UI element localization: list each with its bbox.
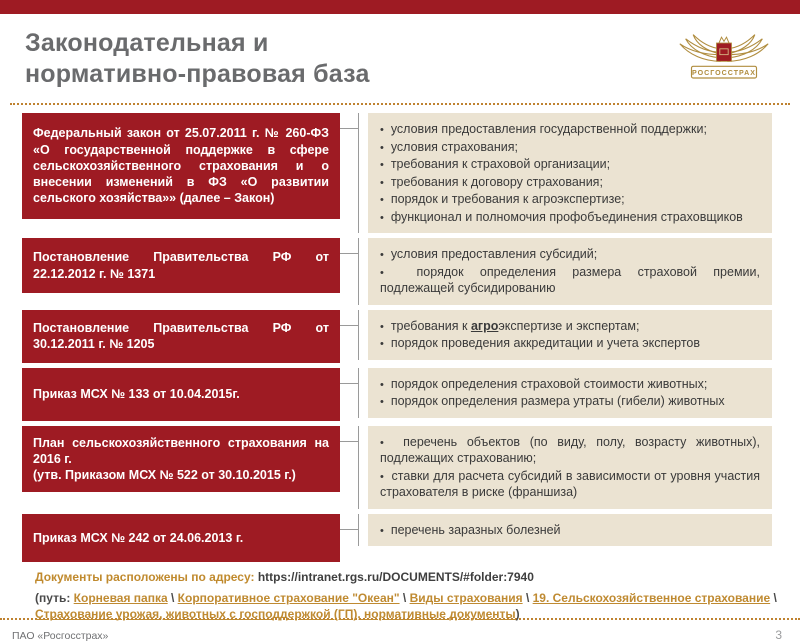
logo-wordmark: РОСГОССТРАХ [692,69,756,77]
slide-header: Законодательная и нормативно-правовая ба… [0,14,800,93]
rosgosstrakh-logo: РОСГОССТРАХ [674,28,774,93]
path-link[interactable]: Страхование урожая, животных с господдер… [35,606,516,621]
law-details-box: • условия предоставления субсидий; • поря… [358,238,772,305]
law-details-box: • перечень объектов (по виду, полу, возр… [358,425,772,509]
law-title-box: Федеральный закон от 25.07.2011 г. № 260… [22,113,340,219]
law-title-text: Приказ МСХ № 242 от 24.06.2013 г. [33,530,244,545]
bullet-item: • требования к договору страхования; [380,174,603,189]
law-title-box: Приказ МСХ № 133 от 10.04.2015г. [22,367,340,421]
slide-footer: ПАО «Росгосстрах» 3 [0,620,800,642]
bullet-item: • порядок определения размера страховой … [380,264,760,296]
bullet-item: • условия предоставления субсидий; [380,247,598,262]
connector-line [340,368,368,421]
path-link[interactable]: 19. Сельскохозяйственное страхование [532,590,771,605]
law-title-box: Постановление Правительства РФ от 30.12.… [22,309,340,363]
path-link[interactable]: Корневая папка [73,590,168,605]
documents-url-link[interactable]: https://intranet.rgs.ru/DOCUMENTS/#folde… [257,569,534,584]
law-row: Постановление Правительства РФ от 30.12.… [22,309,772,363]
connector-line [340,113,368,233]
connector-line [340,426,368,509]
law-title-box: Приказ МСХ № 242 от 24.06.2013 г. [22,513,340,562]
law-row: Приказ МСХ № 242 от 24.06.2013 г. • пере… [22,513,772,562]
bullet-item: • требования к страховой организации; [380,157,611,172]
law-details-box: • перечень заразных болезней [358,513,772,547]
law-row: План сельскохозяйственного страхования н… [22,425,772,509]
documents-address-line: Документы расположены по адресу: https:/… [35,570,780,584]
connector-line [340,310,368,363]
law-title-text: Приказ МСХ № 133 от 10.04.2015г. [33,387,240,401]
law-row: Постановление Правительства РФ от 22.12.… [22,238,772,305]
law-title-box: Постановление Правительства РФ от 22.12.… [22,238,340,294]
bullet-item: • функционал и полномочия профобъединени… [380,209,743,224]
footer-company-name: ПАО «Росгосстрах» [12,630,109,642]
bullet-item: • порядок и требования к агроэкспертизе; [380,192,625,207]
page-title: Законодательная и нормативно-правовая ба… [25,29,370,88]
page-number: 3 [775,628,782,642]
documents-address-label: Документы расположены по адресу: [35,569,255,584]
law-details-box: • порядок определения страховой стоимост… [358,367,772,418]
bullet-item: • порядок определения страховой стоимост… [380,376,708,391]
bullet-item: • порядок проведения аккредитации и учет… [380,336,701,351]
law-rows: Федеральный закон от 25.07.2011 г. № 260… [0,113,800,562]
header-dotted-divider [10,103,790,105]
path-link[interactable]: Виды страхования [409,590,523,605]
path-link[interactable]: Корпоративное страхование "Океан" [177,590,400,605]
law-title-text: План сельскохозяйственного страхования н… [33,435,329,483]
law-details-box: • условия предоставления государственной… [358,113,772,234]
law-title-text: Постановление Правительства РФ от 30.12.… [33,320,329,352]
top-accent-bar [0,0,800,14]
bullet-item: • ставки для расчета субсидий в зависимо… [380,468,761,500]
eagle-logo-icon: РОСГОССТРАХ [679,34,769,79]
path-links: Корневая папка \ Корпоративное страхован… [35,590,777,621]
bullet-item: • перечень объектов (по виду, полу, возр… [380,434,760,466]
law-title-text: Федеральный закон от 25.07.2011 г. № 260… [33,126,329,206]
law-row: Федеральный закон от 25.07.2011 г. № 260… [22,113,772,234]
law-title-text: Постановление Правительства РФ от 22.12.… [33,250,329,281]
bullet-item: • условия предоставления государственной… [380,122,707,136]
path-prefix: (путь: [35,590,71,605]
bullet-item: • перечень заразных болезней [380,522,561,537]
law-details-box: • требования к агроэкспертизе и эксперта… [358,309,772,360]
bullet-item: • условия страхования; [380,139,518,154]
bullet-item: • требования к агроэкспертизе и эксперта… [380,318,640,333]
law-title-box: План сельскохозяйственного страхования н… [22,425,340,493]
law-row: Приказ МСХ № 133 от 10.04.2015г. • поряд… [22,367,772,421]
connector-line [340,238,368,305]
bullet-item: • порядок определения размера утраты (ги… [380,394,725,409]
connector-line [340,514,368,562]
